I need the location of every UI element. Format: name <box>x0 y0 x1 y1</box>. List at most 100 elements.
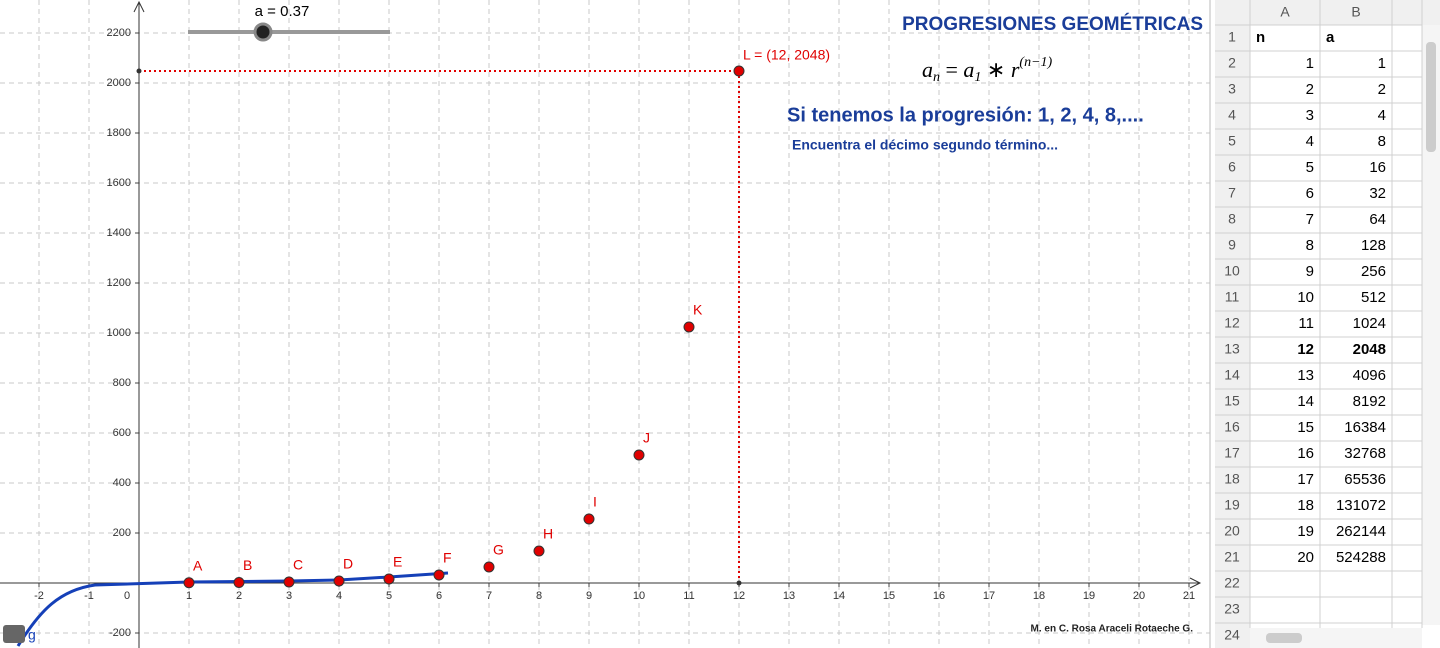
x-tick-label: 12 <box>733 590 745 602</box>
y-tick-label: 400 <box>113 477 131 489</box>
row-header: 9 <box>1228 237 1236 253</box>
cell: 64 <box>1369 211 1386 228</box>
point-label: J <box>643 430 650 446</box>
point <box>733 65 745 77</box>
cell: 6 <box>1306 185 1314 202</box>
x-tick-label: 9 <box>586 590 592 602</box>
cell: 2 <box>1378 81 1386 98</box>
point-label: C <box>293 557 303 573</box>
row-header: 10 <box>1224 263 1240 279</box>
row-header: 15 <box>1224 393 1240 409</box>
row-header: 13 <box>1224 341 1240 357</box>
cell: 1 <box>1306 55 1314 72</box>
cell: n <box>1256 29 1265 46</box>
x-tick-label: 3 <box>286 590 292 602</box>
row-header: 14 <box>1224 367 1240 383</box>
x-tick-label: -1 <box>84 590 94 602</box>
formula-part: n <box>933 70 940 85</box>
marks: A B C D E F G H I J K L = (12, 2048) <box>136 47 830 589</box>
cell: 18 <box>1297 497 1314 514</box>
x-arrow <box>1189 577 1202 589</box>
point-label: A <box>193 557 203 573</box>
spreadsheet: A B12345678910111213141516171819202122232… <box>1209 0 1440 648</box>
x-tick-label: 4 <box>336 590 342 602</box>
v-scrollbar[interactable] <box>1422 25 1440 625</box>
row-header: 4 <box>1228 107 1236 123</box>
cell: 16 <box>1369 159 1386 176</box>
x-tick-label: 14 <box>833 590 845 602</box>
y-tick-label: 2200 <box>107 27 131 39</box>
cell: 4 <box>1378 107 1386 124</box>
point <box>483 561 495 573</box>
x-tick-label: -2 <box>34 590 44 602</box>
x-tick-label: 20 <box>1133 590 1145 602</box>
point-label: K <box>693 302 703 318</box>
slider-label: a = 0.37 <box>255 3 310 20</box>
graphics-view <box>0 0 1210 648</box>
formula-part: 1 <box>974 70 981 85</box>
x-tick-label: 19 <box>1083 590 1095 602</box>
keyboard-icon[interactable] <box>3 625 25 643</box>
row-header: 21 <box>1224 549 1240 565</box>
x-tick-label: 1 <box>186 590 192 602</box>
y-tick-label: 800 <box>113 377 131 389</box>
cell: 15 <box>1297 419 1314 436</box>
point-label: I <box>593 494 597 510</box>
x-tick-label: 8 <box>536 590 542 602</box>
cell: 14 <box>1297 393 1314 410</box>
cell: 2 <box>1306 81 1314 98</box>
v-scroll-thumb[interactable] <box>1426 42 1436 152</box>
point-label: E <box>393 554 402 570</box>
point-label: D <box>343 556 353 572</box>
row-header: 8 <box>1228 211 1236 227</box>
point <box>683 321 695 333</box>
cell: 11 <box>1298 315 1314 332</box>
x-tick-label: 11 <box>683 590 694 602</box>
cell: 7 <box>1306 211 1314 228</box>
x-tick-label: 0 <box>124 590 130 602</box>
formula-part: (n−1) <box>1019 55 1052 70</box>
point <box>183 577 195 589</box>
cell: 262144 <box>1336 523 1386 540</box>
curve-label: g <box>28 627 36 643</box>
y-tick-label: 1200 <box>107 277 131 289</box>
x-tick-label: 2 <box>236 590 242 602</box>
slider-knob[interactable] <box>253 22 273 42</box>
cell: 32 <box>1369 185 1386 202</box>
x-tick-label: 13 <box>783 590 795 602</box>
row-header: 6 <box>1228 159 1236 175</box>
formula-part: a <box>922 57 933 82</box>
cell: 16384 <box>1344 419 1386 436</box>
row-header: 3 <box>1228 81 1236 97</box>
row-header: 23 <box>1224 601 1240 617</box>
cell: 19 <box>1297 523 1314 540</box>
guide-end <box>136 68 142 74</box>
h-scroll-thumb[interactable] <box>1266 633 1302 643</box>
formula-part: ∗ <box>981 57 1010 82</box>
point <box>233 577 245 588</box>
row-header: 5 <box>1228 133 1236 149</box>
cell: 2048 <box>1353 341 1386 358</box>
point-label: F <box>443 550 452 566</box>
cell: 32768 <box>1344 445 1386 462</box>
guide-end <box>736 580 742 586</box>
row-header: 20 <box>1224 523 1240 539</box>
cell: 128 <box>1361 237 1386 254</box>
cell: 65536 <box>1344 471 1386 488</box>
cell: 12 <box>1297 341 1314 358</box>
y-tick-label: 600 <box>113 427 131 439</box>
y-tick-label: 1600 <box>107 177 131 189</box>
row-header: 2 <box>1228 55 1236 71</box>
cell: 8 <box>1378 133 1386 150</box>
y-tick-label: 200 <box>113 527 131 539</box>
x-tick-label: 5 <box>386 590 392 602</box>
title: PROGRESIONES GEOMÉTRICAS <box>902 13 1203 35</box>
row-header: 12 <box>1224 315 1240 331</box>
x-tick-label: 18 <box>1033 590 1045 602</box>
column-header: A <box>1280 4 1290 20</box>
x-tick-label: 17 <box>983 590 995 602</box>
y-tick-label: 1800 <box>107 127 131 139</box>
point-label: H <box>543 526 553 542</box>
x-tick-label: 16 <box>933 590 945 602</box>
point-label: L = (12, 2048) <box>743 47 830 63</box>
